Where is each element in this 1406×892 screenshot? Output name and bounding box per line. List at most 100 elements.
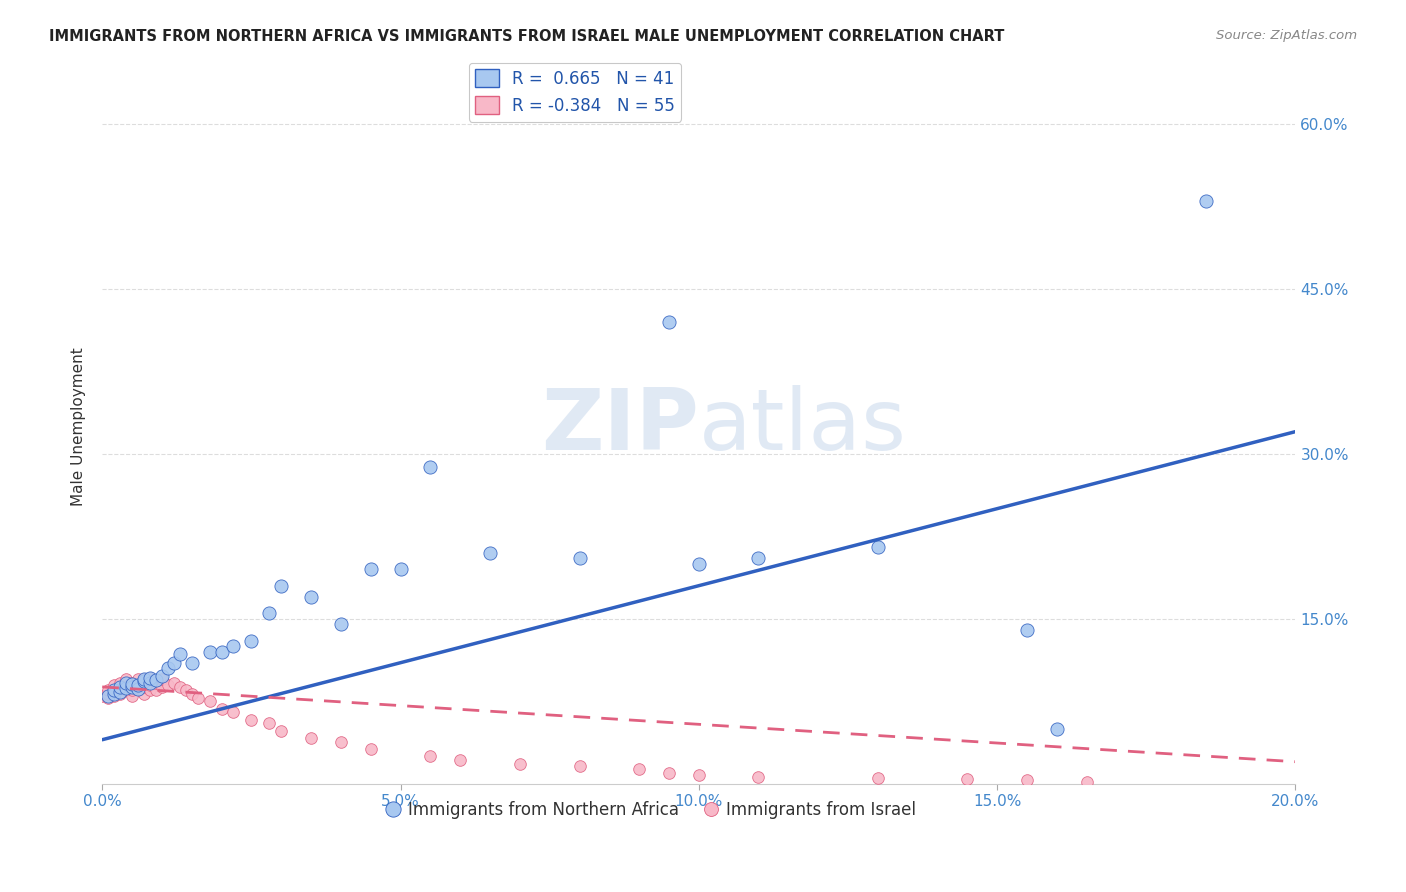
Point: [180, 686, 202, 700]
Point: [150, 672, 173, 686]
Point: [270, 723, 292, 738]
Point: [115, 678, 138, 692]
Point: [389, 562, 412, 576]
Point: [174, 683, 197, 698]
Point: [360, 562, 382, 576]
Point: [187, 690, 209, 705]
Point: [747, 770, 769, 784]
Point: [97, 690, 120, 705]
Point: [240, 713, 263, 727]
Point: [180, 656, 202, 670]
Point: [449, 752, 471, 766]
Point: [108, 686, 131, 700]
Point: [1195, 194, 1218, 208]
Point: [132, 686, 155, 700]
Point: [132, 672, 155, 686]
Point: [132, 674, 155, 689]
Point: [132, 672, 155, 686]
Point: [222, 639, 245, 653]
Point: [198, 645, 221, 659]
Point: [866, 771, 889, 785]
Point: [139, 675, 162, 690]
Point: [139, 683, 162, 698]
Point: [658, 315, 681, 329]
Point: [127, 678, 149, 692]
Point: [91, 689, 114, 703]
Point: [108, 680, 131, 694]
Point: [240, 633, 263, 648]
Text: IMMIGRANTS FROM NORTHERN AFRICA VS IMMIGRANTS FROM ISRAEL MALE UNEMPLOYMENT CORR: IMMIGRANTS FROM NORTHERN AFRICA VS IMMIG…: [49, 29, 1004, 44]
Point: [121, 680, 143, 694]
Point: [145, 673, 167, 688]
Point: [103, 678, 125, 692]
Point: [139, 671, 162, 685]
Point: [1015, 773, 1038, 788]
Point: [156, 678, 179, 692]
Point: [150, 680, 173, 694]
Point: [658, 765, 681, 780]
Point: [419, 459, 441, 474]
Point: [259, 606, 281, 620]
Point: [568, 759, 591, 773]
Point: [108, 685, 131, 699]
Point: [156, 661, 179, 675]
Point: [115, 672, 138, 686]
Point: [97, 683, 120, 698]
Text: atlas: atlas: [699, 384, 907, 467]
Point: [866, 540, 889, 554]
Point: [103, 686, 125, 700]
Point: [108, 680, 131, 694]
Point: [1076, 774, 1098, 789]
Point: [139, 678, 162, 692]
Point: [956, 772, 979, 787]
Point: [688, 768, 710, 782]
Point: [479, 546, 502, 560]
Point: [97, 689, 120, 703]
Point: [150, 669, 173, 683]
Point: [145, 675, 167, 690]
Legend: Immigrants from Northern Africa, Immigrants from Israel: Immigrants from Northern Africa, Immigra…: [380, 794, 922, 825]
Point: [688, 557, 710, 571]
Point: [419, 749, 441, 764]
Point: [360, 741, 382, 756]
Point: [222, 705, 245, 719]
Point: [329, 735, 352, 749]
Point: [211, 645, 233, 659]
Point: [121, 683, 143, 698]
Text: Source: ZipAtlas.com: Source: ZipAtlas.com: [1216, 29, 1357, 42]
Point: [259, 716, 281, 731]
Point: [628, 763, 651, 777]
Point: [169, 680, 191, 694]
Point: [121, 676, 143, 690]
Point: [103, 683, 125, 698]
Point: [163, 675, 186, 690]
Point: [115, 675, 138, 690]
Point: [145, 683, 167, 698]
Point: [103, 683, 125, 698]
Point: [121, 689, 143, 703]
Point: [121, 675, 143, 690]
Point: [115, 683, 138, 698]
Point: [97, 686, 120, 700]
Point: [127, 682, 149, 697]
Point: [329, 617, 352, 632]
Point: [103, 689, 125, 703]
Point: [1015, 623, 1038, 637]
Point: [127, 672, 149, 686]
Point: [139, 671, 162, 685]
Point: [198, 694, 221, 708]
Point: [108, 675, 131, 690]
Point: [115, 681, 138, 695]
Point: [299, 731, 322, 745]
Point: [568, 551, 591, 566]
Point: [169, 647, 191, 661]
Point: [270, 579, 292, 593]
Point: [1046, 722, 1069, 736]
Y-axis label: Male Unemployment: Male Unemployment: [72, 347, 86, 506]
Point: [747, 551, 769, 566]
Point: [509, 756, 531, 771]
Point: [163, 656, 186, 670]
Point: [211, 702, 233, 716]
Point: [299, 590, 322, 604]
Point: [132, 680, 155, 694]
